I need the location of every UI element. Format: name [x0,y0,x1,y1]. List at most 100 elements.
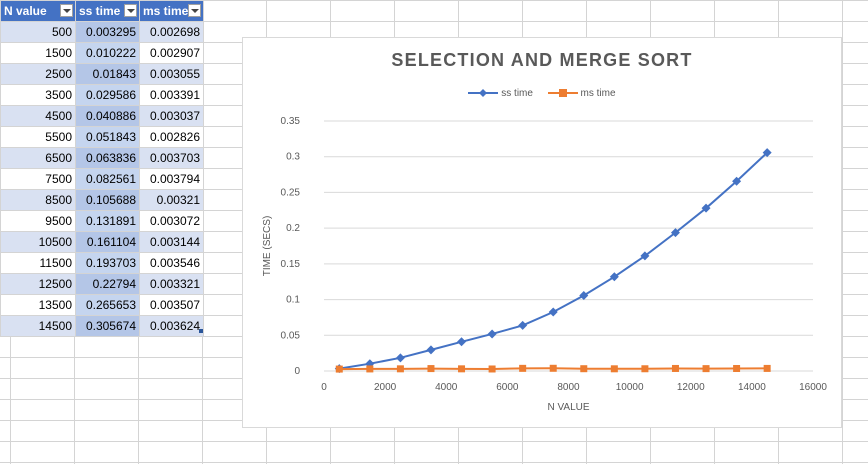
data-point-ms-time [610,365,618,373]
cell-n-value[interactable]: 3500 [0,84,76,106]
cell-ss-time[interactable]: 0.003295 [75,21,140,43]
table-row[interactable]: 9500 0.131891 0.003072 [0,210,204,232]
cell-n-value[interactable]: 8500 [0,189,76,211]
cell-ss-time[interactable]: 0.305674 [75,315,140,337]
cell-n-value[interactable]: 7500 [0,168,76,190]
cell-ms-time[interactable]: 0.003037 [139,105,204,127]
cell-ss-time[interactable]: 0.010222 [75,42,140,64]
data-table[interactable]: N value ss time ms time 500 0.003295 0.002… [0,0,204,337]
table-row[interactable]: 10500 0.161104 0.003144 [0,231,204,253]
x-axis-label: N VALUE [547,402,589,413]
data-point-ms-time [641,365,649,373]
cell-ms-time[interactable]: 0.00321 [139,189,204,211]
cell-n-value[interactable]: 6500 [0,147,76,169]
cell-n-value[interactable]: 4500 [0,105,76,127]
data-point-ms-time [427,365,435,373]
cell-n-value[interactable]: 12500 [0,273,76,295]
header-ms-time[interactable]: ms time [139,0,204,22]
cell-ms-time[interactable]: 0.003507 [139,294,204,316]
cell-ss-time[interactable]: 0.01843 [75,63,140,85]
data-point-ss-time [487,329,497,339]
data-point-ms-time [519,364,527,372]
data-point-ss-time [701,203,711,213]
cell-n-value[interactable]: 500 [0,21,76,43]
header-n-value-label: N value [4,4,47,18]
cell-ms-time[interactable]: 0.002698 [139,21,204,43]
cell-ss-time[interactable]: 0.22794 [75,273,140,295]
filter-dropdown-icon[interactable] [188,4,201,17]
cell-ms-time[interactable]: 0.003072 [139,210,204,232]
chart-area[interactable]: SELECTION AND MERGE SORT ss time ms time… [242,37,842,428]
x-tick-label: 8000 [557,382,580,393]
table-row[interactable]: 6500 0.063836 0.003703 [0,147,204,169]
cell-ms-time[interactable]: 0.003321 [139,273,204,295]
cell-ms-time[interactable]: 0.003794 [139,168,204,190]
cell-ss-time[interactable]: 0.131891 [75,210,140,232]
table-row[interactable]: 8500 0.105688 0.00321 [0,189,204,211]
cell-n-value[interactable]: 1500 [0,42,76,64]
cell-ms-time[interactable]: 0.003391 [139,84,204,106]
cell-ss-time[interactable]: 0.265653 [75,294,140,316]
header-n-value[interactable]: N value [0,0,76,22]
data-point-ss-time [579,291,589,301]
table-row[interactable]: 2500 0.01843 0.003055 [0,63,204,85]
data-point-ms-time [396,365,404,373]
table-row[interactable]: 1500 0.010222 0.002907 [0,42,204,64]
fill-handle[interactable] [199,329,203,333]
cell-ms-time[interactable]: 0.002907 [139,42,204,64]
cell-n-value[interactable]: 11500 [0,252,76,274]
data-point-ms-time [458,365,466,373]
data-point-ss-time [609,272,619,282]
cell-ss-time[interactable]: 0.051843 [75,126,140,148]
header-ms-time-label: ms time [143,4,189,18]
cell-ss-time[interactable]: 0.063836 [75,147,140,169]
cell-ms-time[interactable]: 0.003546 [139,252,204,274]
cell-ss-time[interactable]: 0.040886 [75,105,140,127]
cell-n-value[interactable]: 5500 [0,126,76,148]
table-row[interactable]: 13500 0.265653 0.003507 [0,294,204,316]
legend-item-ss-time: ss time [468,88,533,99]
y-tick-label: 0 [294,366,300,377]
x-tick-label: 12000 [677,382,705,393]
cell-ms-time[interactable]: 0.003624 [139,315,204,337]
table-row[interactable]: 12500 0.22794 0.003321 [0,273,204,295]
table-row[interactable]: 7500 0.082561 0.003794 [0,168,204,190]
data-point-ss-time [518,320,528,330]
header-ss-time-label: ss time [79,4,121,18]
cell-ms-time[interactable]: 0.002826 [139,126,204,148]
cell-ms-time[interactable]: 0.003703 [139,147,204,169]
y-tick-label: 0.15 [281,259,301,270]
table-row[interactable]: 4500 0.040886 0.003037 [0,105,204,127]
data-point-ms-time [488,365,496,373]
cell-ss-time[interactable]: 0.161104 [75,231,140,253]
cell-ss-time[interactable]: 0.105688 [75,189,140,211]
table-row[interactable]: 5500 0.051843 0.002826 [0,126,204,148]
cell-n-value[interactable]: 14500 [0,315,76,337]
table-row[interactable]: 500 0.003295 0.002698 [0,21,204,43]
table-row[interactable]: 3500 0.029586 0.003391 [0,84,204,106]
y-tick-label: 0.05 [281,330,301,341]
x-tick-label: 0 [321,382,327,393]
y-tick-label: 0.1 [286,295,300,306]
cell-ss-time[interactable]: 0.082561 [75,168,140,190]
data-point-ms-time [671,364,679,372]
y-tick-label: 0.3 [286,152,300,163]
cell-n-value[interactable]: 9500 [0,210,76,232]
y-tick-label: 0.2 [286,223,300,234]
cell-ss-time[interactable]: 0.029586 [75,84,140,106]
table-row[interactable]: 11500 0.193703 0.003546 [0,252,204,274]
header-ss-time[interactable]: ss time [75,0,140,22]
filter-dropdown-icon[interactable] [124,4,137,17]
cell-n-value[interactable]: 13500 [0,294,76,316]
table-row[interactable]: 14500 0.305674 0.003624 [0,315,204,337]
cell-ms-time[interactable]: 0.003144 [139,231,204,253]
cell-ss-time[interactable]: 0.193703 [75,252,140,274]
cell-ms-time[interactable]: 0.003055 [139,63,204,85]
chart-plot: 0 0.05 0.1 0.15 0.2 0.25 0.3 0.35 0 2000 4000 6000 8… [262,116,827,413]
filter-dropdown-icon[interactable] [60,4,73,17]
cell-n-value[interactable]: 10500 [0,231,76,253]
cell-n-value[interactable]: 2500 [0,63,76,85]
x-tick-label: 14000 [738,382,766,393]
y-tick-label: 0.35 [281,116,301,127]
legend-item-ms-time: ms time [547,88,616,99]
